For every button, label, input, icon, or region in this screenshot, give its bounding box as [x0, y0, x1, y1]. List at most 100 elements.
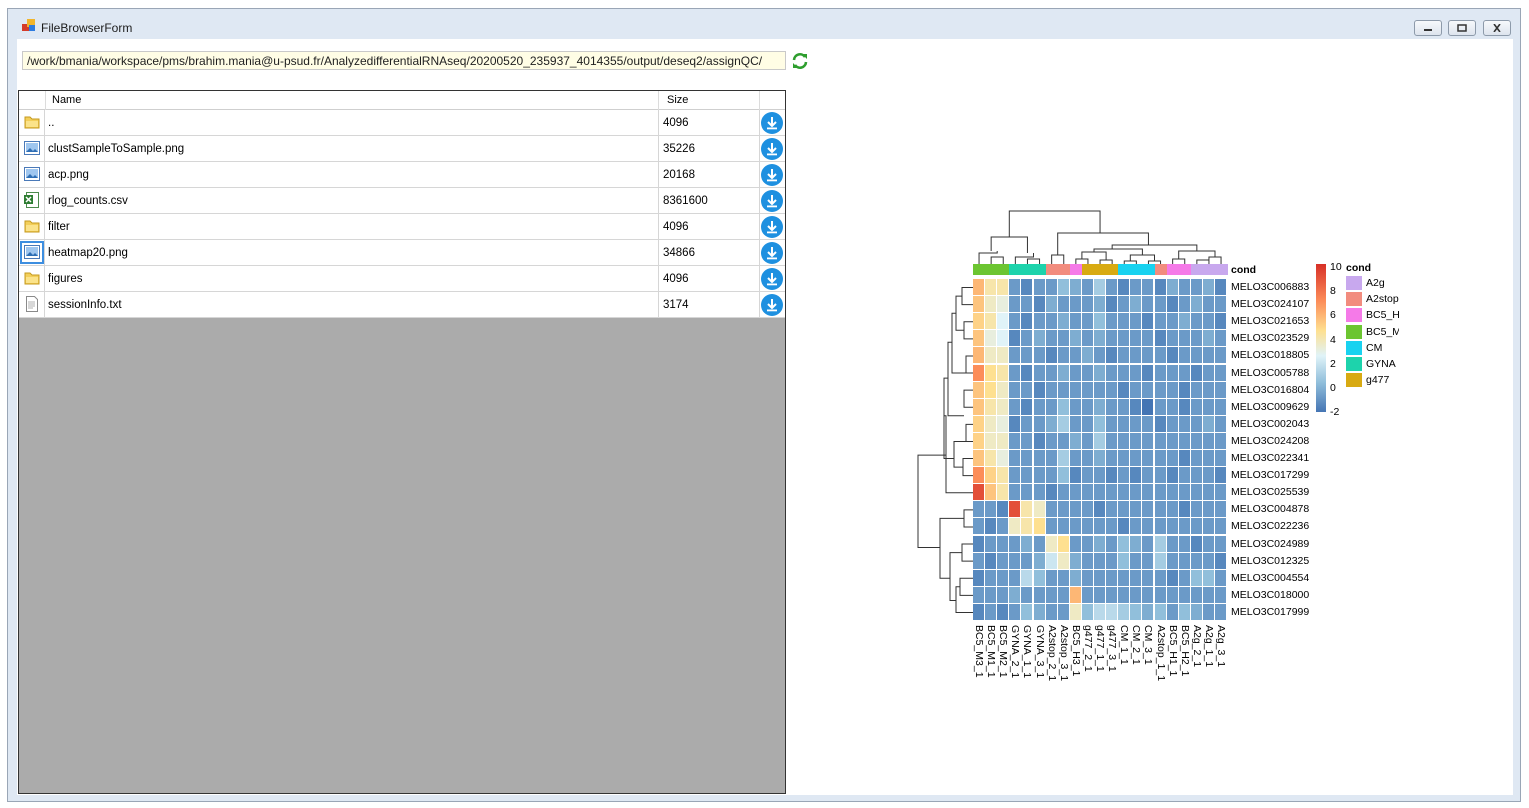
- heatmap-cell: [1021, 518, 1033, 535]
- download-button[interactable]: [761, 138, 783, 160]
- heatmap-cell: [1166, 347, 1178, 364]
- heatmap-cell: [1215, 432, 1227, 449]
- heatmap-cell: [1118, 518, 1130, 535]
- close-button[interactable]: [1483, 20, 1511, 36]
- file-row[interactable]: figures 4096: [19, 266, 785, 292]
- heatmap-cell: [1081, 330, 1093, 347]
- download-button[interactable]: [761, 112, 783, 134]
- heatmap-cell: [1154, 364, 1166, 381]
- heatmap-cell: [1118, 296, 1130, 313]
- heatmap-cell: [1166, 484, 1178, 501]
- refresh-icon[interactable]: [791, 52, 809, 70]
- file-row[interactable]: filter 4096: [19, 214, 785, 240]
- image-file-icon[interactable]: [19, 162, 45, 187]
- file-row[interactable]: .. 4096: [19, 110, 785, 136]
- title-bar: FileBrowserForm: [8, 9, 1520, 39]
- file-size: 20168: [663, 169, 695, 181]
- heatmap-cell: [1215, 569, 1227, 586]
- image-file-icon[interactable]: [19, 136, 45, 161]
- file-row[interactable]: clustSampleToSample.png 35226: [19, 136, 785, 162]
- heatmap-cell: [1130, 330, 1142, 347]
- file-name[interactable]: rlog_counts.csv: [48, 195, 128, 207]
- heatmap-cell: [1081, 603, 1093, 620]
- file-name[interactable]: heatmap20.png: [48, 247, 128, 259]
- file-name[interactable]: clustSampleToSample.png: [48, 143, 185, 155]
- cell-divider: [759, 240, 760, 265]
- maximize-button[interactable]: [1448, 20, 1476, 36]
- file-name[interactable]: acp.png: [48, 169, 89, 181]
- gene-label: MELO3C004554: [1231, 571, 1310, 584]
- condition-annotation-cell: [1130, 264, 1144, 275]
- column-header-size[interactable]: Size: [667, 94, 689, 106]
- heatmap-cell: [1081, 586, 1093, 603]
- heatmap-cell: [1094, 381, 1106, 398]
- heatmap-cell: [997, 415, 1009, 432]
- file-row[interactable]: heatmap20.png 34866: [19, 240, 785, 266]
- heatmap-cell: [1142, 535, 1154, 552]
- gene-label: MELO3C009629: [1231, 400, 1310, 413]
- heatmap-cell: [1190, 296, 1202, 313]
- scale-tick-label: 10: [1330, 261, 1342, 273]
- minimize-icon: [1424, 29, 1432, 31]
- heatmap-cell: [997, 347, 1009, 364]
- heatmap-cell: [1069, 535, 1081, 552]
- sample-label: A2stop_3_1: [1057, 625, 1070, 682]
- download-icon: [767, 117, 777, 130]
- heatmap-cell: [1021, 501, 1033, 518]
- column-header-name[interactable]: Name: [52, 94, 82, 106]
- heatmap-cell: [1166, 569, 1178, 586]
- heatmap-cell: [1045, 603, 1057, 620]
- folder-icon[interactable]: [19, 266, 45, 291]
- heatmap-cell: [1069, 569, 1081, 586]
- heatmap-cell: [1033, 364, 1045, 381]
- file-name[interactable]: sessionInfo.txt: [48, 299, 122, 311]
- heatmap-cell: [1045, 535, 1057, 552]
- heatmap-cell: [1106, 484, 1118, 501]
- heatmap-cell: [1202, 484, 1214, 501]
- heatmap-cell: [1009, 535, 1021, 552]
- heatmap-cell: [1021, 552, 1033, 569]
- file-name[interactable]: filter: [48, 221, 70, 233]
- heatmap-cell: [1033, 296, 1045, 313]
- cell-divider: [658, 292, 659, 317]
- heatmap-cell: [1130, 313, 1142, 330]
- heatmap-cell: [985, 552, 997, 569]
- download-button[interactable]: [761, 164, 783, 186]
- heatmap-cell: [1178, 586, 1190, 603]
- heatmap-cell: [1190, 603, 1202, 620]
- gene-label: MELO3C022341: [1231, 452, 1310, 464]
- cell-divider: [658, 240, 659, 265]
- heatmap-cell: [1106, 381, 1118, 398]
- heatmap-cell: [1009, 484, 1021, 501]
- folder-icon[interactable]: [19, 110, 45, 135]
- download-button[interactable]: [761, 268, 783, 290]
- heatmap-cell: [1021, 364, 1033, 381]
- file-name[interactable]: ..: [48, 117, 55, 129]
- heatmap-cell: [973, 552, 985, 569]
- condition-annotation-cell: [1081, 264, 1095, 275]
- heatmap-cell: [1045, 467, 1057, 484]
- image-file-icon[interactable]: [19, 240, 45, 265]
- heatmap-cell: [1009, 313, 1021, 330]
- folder-icon[interactable]: [19, 214, 45, 239]
- path-input[interactable]: [22, 51, 786, 70]
- sample-label: BC5_H2_1: [1178, 625, 1191, 677]
- file-row[interactable]: sessionInfo.txt 3174: [19, 292, 785, 318]
- heatmap-cell: [997, 432, 1009, 449]
- text-file-icon[interactable]: [19, 292, 45, 317]
- download-button[interactable]: [761, 190, 783, 212]
- download-button[interactable]: [761, 242, 783, 264]
- heatmap-cell: [1178, 467, 1190, 484]
- download-button[interactable]: [761, 216, 783, 238]
- file-row[interactable]: acp.png 20168: [19, 162, 785, 188]
- file-name[interactable]: figures: [48, 273, 83, 285]
- heatmap-cell: [1057, 432, 1069, 449]
- file-row[interactable]: rlog_counts.csv 8361600: [19, 188, 785, 214]
- excel-file-icon[interactable]: [19, 188, 45, 213]
- heatmap-cell: [1202, 398, 1214, 415]
- file-size: 8361600: [663, 195, 708, 207]
- download-button[interactable]: [761, 294, 783, 316]
- minimize-button[interactable]: [1414, 20, 1442, 36]
- heatmap-cell: [1202, 501, 1214, 518]
- heatmap-cell: [973, 450, 985, 467]
